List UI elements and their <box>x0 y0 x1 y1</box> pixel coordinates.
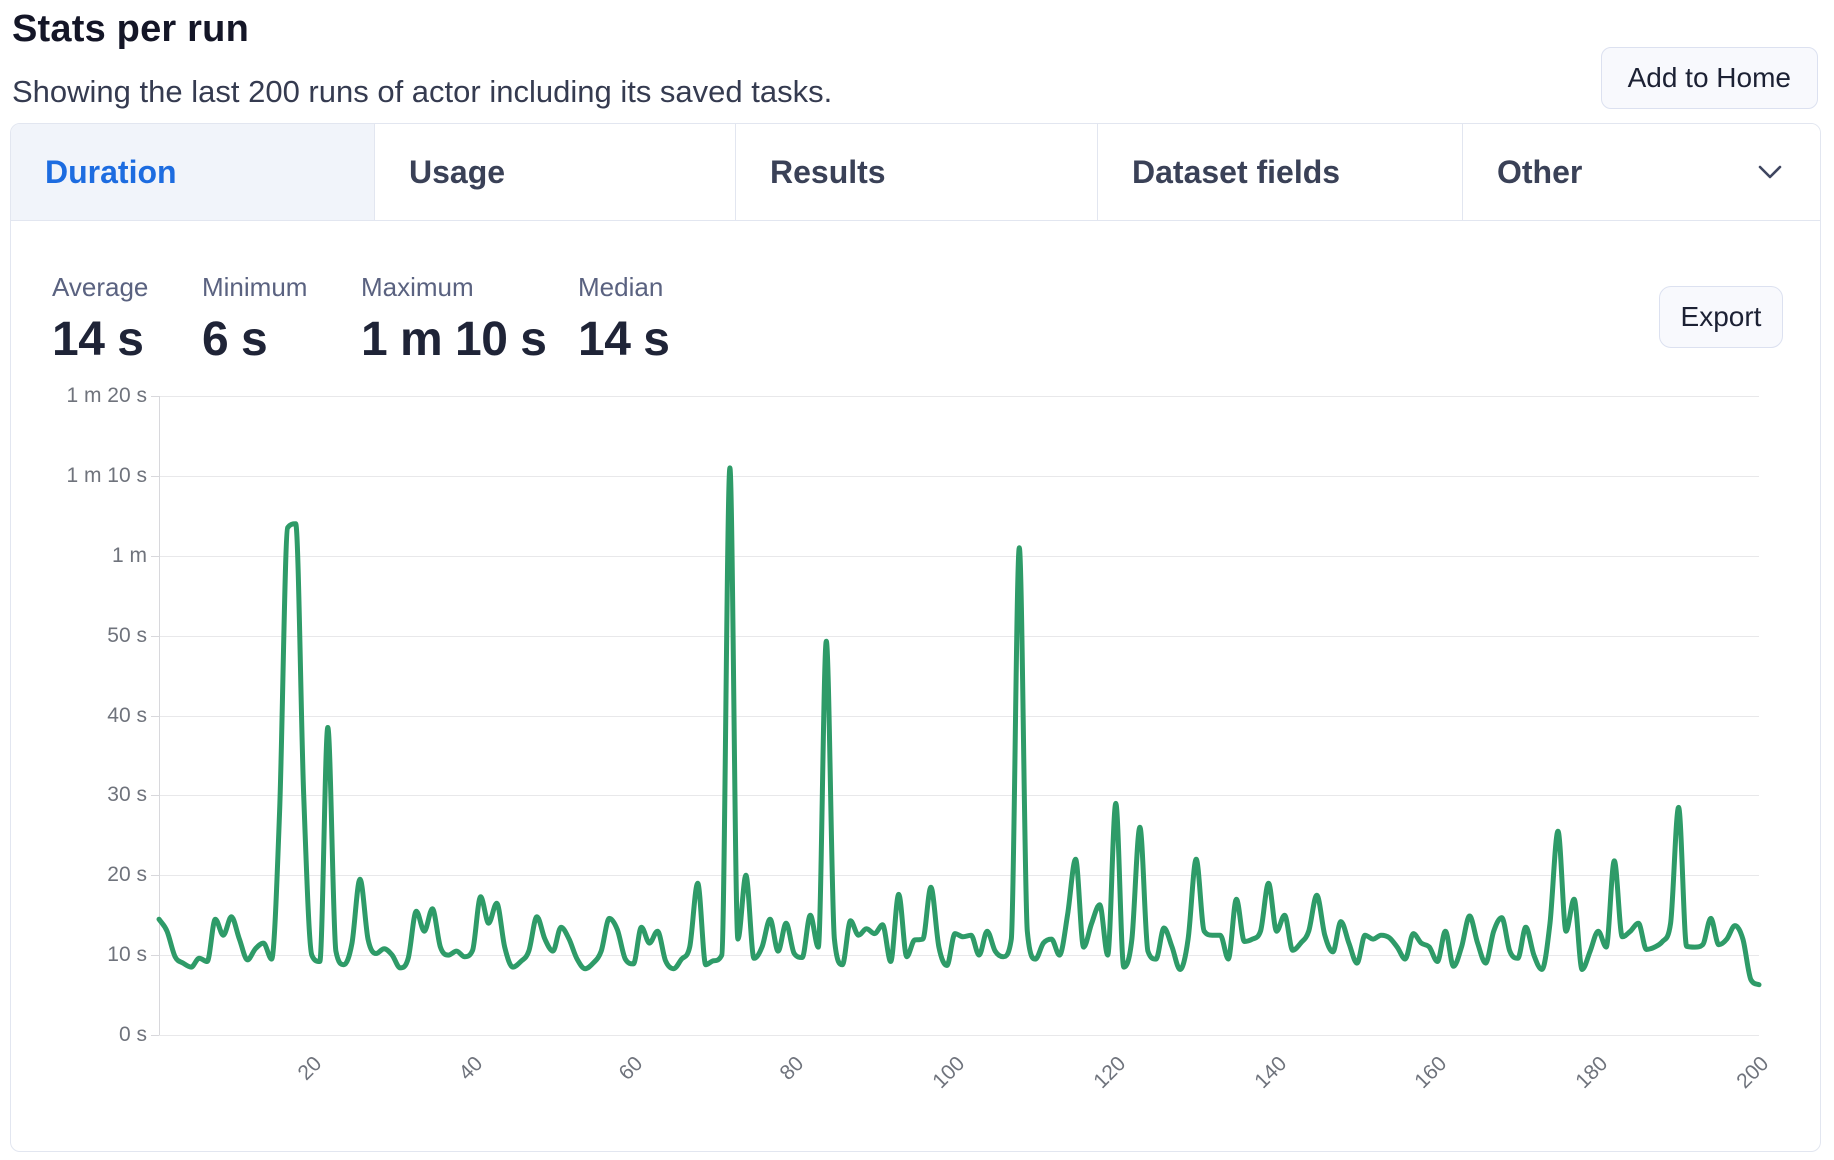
y-tick-label: 30 s <box>107 783 147 807</box>
x-tick-label: 100 <box>928 1052 970 1094</box>
gridline-30s <box>159 795 1759 797</box>
duration-chart: 1 m 20 s 1 m 10 s 1 m 50 s 40 s 30 s 20 s 10 s 0… <box>11 384 1820 1151</box>
gridline-50s <box>159 635 1759 637</box>
x-tick-label: 180 <box>1571 1052 1613 1094</box>
stat-median-value: 14 s <box>578 313 670 366</box>
gridline-20s <box>159 875 1759 877</box>
stat-median-label: Median <box>578 272 664 302</box>
x-tick-label: 80 <box>775 1052 809 1085</box>
y-tick-mark <box>151 475 159 477</box>
stat-minimum-value: 6 s <box>202 313 268 366</box>
stat-average-label: Average <box>52 272 149 302</box>
gridline-70s <box>159 475 1759 477</box>
y-tick-label: 0 s <box>118 1023 147 1046</box>
stat-maximum: Maximum 1 m 10 s <box>361 272 578 367</box>
x-tick-label: 200 <box>1732 1052 1774 1094</box>
y-tick-mark <box>151 1035 159 1036</box>
tab-dataset-fields-label: Dataset fields <box>1132 153 1341 190</box>
x-tick-label: 60 <box>614 1052 648 1085</box>
tab-results[interactable]: Results <box>736 124 1098 220</box>
export-label: Export <box>1680 301 1762 332</box>
page-subtitle: Showing the last 200 runs of actor inclu… <box>12 74 833 109</box>
y-tick-mark <box>151 875 159 877</box>
tab-bar: Duration Usage Results Dataset fields Ot… <box>11 124 1820 221</box>
export-button[interactable]: Export <box>1659 286 1783 348</box>
tab-dataset-fields[interactable]: Dataset fields <box>1098 124 1463 220</box>
tab-other[interactable]: Other <box>1463 124 1820 220</box>
duration-line-series[interactable] <box>156 396 1762 1035</box>
y-axis-line <box>159 396 160 1035</box>
y-tick-label: 10 s <box>107 943 147 967</box>
x-tick-label: 160 <box>1410 1052 1452 1094</box>
tab-usage[interactable]: Usage <box>375 124 736 220</box>
y-tick-mark <box>151 795 159 797</box>
tab-usage-label: Usage <box>409 153 506 190</box>
tab-duration[interactable]: Duration <box>11 124 375 220</box>
chevron-down-icon <box>1758 165 1782 178</box>
y-tick-label: 1 m 20 s <box>66 384 147 407</box>
summary-stats: Average 14 s Minimum 6 s Maximum 1 m 10 … <box>52 272 670 367</box>
page-title: Stats per run <box>12 8 249 50</box>
y-tick-mark <box>151 635 159 637</box>
y-tick-mark <box>151 955 159 957</box>
gridline-60s <box>159 555 1759 557</box>
x-tick-label: 120 <box>1088 1052 1131 1094</box>
add-to-home-label: Add to Home <box>1627 62 1791 93</box>
stat-maximum-label: Maximum <box>361 272 474 302</box>
stat-median: Median 14 s <box>578 272 670 367</box>
tab-duration-label: Duration <box>45 153 177 190</box>
tab-other-label: Other <box>1497 153 1583 190</box>
y-tick-mark <box>151 555 159 557</box>
stat-minimum-label: Minimum <box>202 272 308 302</box>
y-tick-label: 1 m 10 s <box>66 463 147 487</box>
y-tick-label: 1 m <box>111 543 147 567</box>
y-tick-mark <box>151 715 159 717</box>
stat-average-value: 14 s <box>52 313 144 366</box>
gridline-40s <box>159 715 1759 717</box>
gridline-80s <box>159 396 1759 397</box>
x-tick-label: 40 <box>454 1052 487 1085</box>
gridline-10s <box>159 955 1759 957</box>
y-tick-label: 20 s <box>107 863 147 887</box>
x-tick-label: 140 <box>1249 1052 1291 1094</box>
tab-results-label: Results <box>770 153 886 190</box>
stat-average: Average 14 s <box>52 272 202 367</box>
y-tick-label: 40 s <box>107 703 147 727</box>
x-tick-label: 20 <box>293 1052 327 1085</box>
y-tick-label: 50 s <box>107 623 147 647</box>
y-tick-mark <box>151 396 159 397</box>
gridline-0s <box>159 1035 1759 1036</box>
add-to-home-button[interactable]: Add to Home <box>1600 47 1818 109</box>
stat-minimum: Minimum 6 s <box>202 272 361 367</box>
stat-maximum-value: 1 m 10 s <box>361 313 547 366</box>
stats-card: Duration Usage Results Dataset fields Ot… <box>10 123 1821 1152</box>
